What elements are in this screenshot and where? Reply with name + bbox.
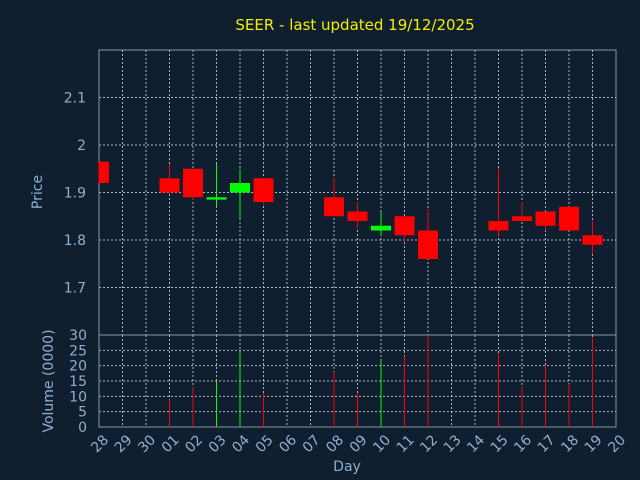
price-axis-label: Price [30, 175, 46, 209]
day-tick-label: 04 [229, 432, 253, 456]
day-tick-label: 18 [558, 432, 582, 456]
candle-body [99, 161, 109, 183]
day-axis-label: Day [333, 459, 361, 475]
day-tick-label: 11 [394, 432, 418, 456]
day-tick-label: 08 [323, 432, 347, 456]
day-tick-label: 09 [347, 432, 371, 456]
price-tick-label: 1.8 [64, 233, 86, 249]
volume-tick-label: 30 [69, 328, 87, 344]
chart-title: SEER - last updated 19/12/2025 [235, 16, 474, 34]
day-tick-label: 13 [441, 432, 465, 456]
day-tick-label: 29 [112, 432, 136, 456]
volume-tick-label: 10 [69, 389, 87, 405]
day-tick-label: 17 [535, 432, 559, 456]
candle-body [206, 197, 227, 200]
volume-tick-label: 0 [78, 420, 87, 436]
day-tick-label: 16 [511, 432, 535, 456]
candle-body [183, 168, 203, 198]
candle-body [582, 235, 603, 245]
day-tick-label: 10 [370, 432, 394, 456]
price-tick-label: 1.9 [64, 186, 86, 202]
price-tick-label: 2 [77, 138, 86, 154]
day-tick-label: 01 [159, 432, 183, 456]
candle-body [371, 225, 391, 231]
day-tick-label: 03 [206, 432, 230, 456]
day-tick-label: 06 [276, 432, 300, 456]
day-tick-label: 30 [135, 432, 159, 456]
candle-body [159, 178, 180, 193]
candle-body [230, 183, 250, 193]
day-tick-label: 19 [582, 432, 606, 456]
candle-body [347, 211, 368, 221]
day-tick-label: 02 [182, 432, 206, 456]
volume-tick-label: 25 [69, 343, 87, 359]
day-tick-label: 07 [300, 432, 324, 456]
candle-body [559, 206, 579, 231]
candle-body [394, 216, 415, 236]
candle-body [535, 211, 556, 226]
day-tick-label: 05 [253, 432, 277, 456]
day-tick-label: 15 [488, 432, 512, 456]
price-tick-label: 2.1 [64, 91, 86, 107]
day-tick-label: 14 [464, 432, 488, 456]
day-tick-label: 12 [417, 432, 441, 456]
price-tick-label: 1.7 [64, 281, 86, 297]
day-tick-label: 28 [88, 432, 112, 456]
volume-tick-label: 5 [78, 405, 87, 421]
day-tick-label: 20 [605, 432, 629, 456]
volume-tick-label: 20 [69, 359, 87, 375]
candle-body [253, 178, 274, 202]
volume-tick-label: 15 [69, 374, 87, 390]
candle-body [324, 197, 344, 217]
volume-axis-label: Volume (0000) [41, 329, 57, 432]
candle-body [512, 216, 532, 221]
candle-body [488, 221, 509, 231]
candle-body [418, 230, 438, 259]
price-panel: 1.7 1.8 1.9 2 2.1 [64, 49, 617, 336]
